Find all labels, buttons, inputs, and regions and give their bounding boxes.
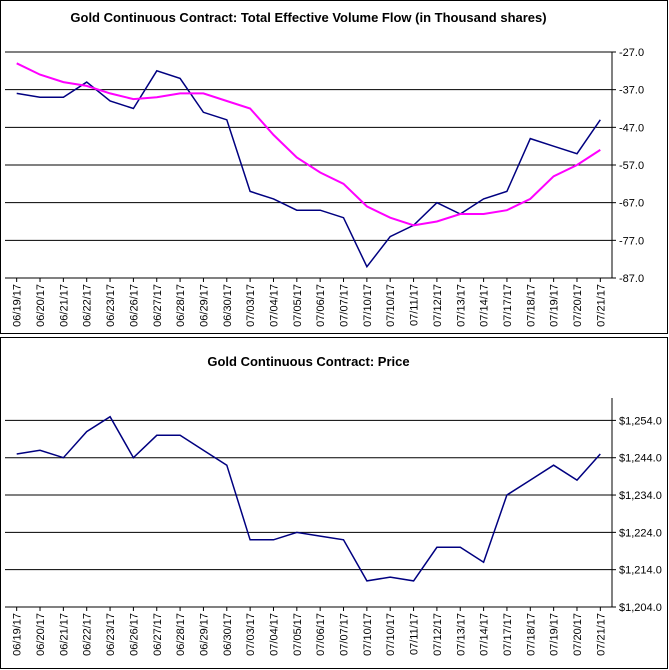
- y-tick-label: -67.0: [619, 198, 644, 210]
- x-tick-label: 07/14/17: [479, 284, 491, 327]
- x-tick-label: 07/18/17: [525, 284, 537, 327]
- x-tick-label: 06/26/17: [128, 284, 140, 327]
- bottom-panel: [0, 337, 668, 669]
- chart-title: Gold Continuous Contract: Price: [207, 354, 409, 369]
- x-tick-label: 06/23/17: [105, 284, 117, 327]
- x-tick-label: 07/11/17: [409, 284, 421, 326]
- x-tick-label: 06/20/17: [35, 284, 47, 327]
- x-tick-label: 06/21/17: [58, 284, 70, 327]
- x-tick-label: 07/07/17: [339, 613, 351, 656]
- x-tick-label: 07/06/17: [315, 613, 327, 656]
- x-tick-label: 07/19/17: [549, 284, 561, 327]
- x-tick-label: 06/30/17: [222, 613, 234, 656]
- x-tick-label: 07/04/17: [268, 613, 280, 656]
- x-tick-label: 06/19/17: [12, 284, 24, 327]
- x-tick-label: 07/07/17: [339, 284, 351, 327]
- x-tick-label: 07/20/17: [572, 284, 584, 327]
- x-tick-label: 06/23/17: [105, 613, 117, 656]
- x-tick-label: 07/13/17: [455, 613, 467, 656]
- x-tick-label: 07/17/17: [502, 284, 514, 327]
- x-tick-label: 07/10/17: [362, 284, 374, 327]
- x-tick-label: 07/03/17: [245, 284, 257, 327]
- y-tick-label: -77.0: [619, 235, 644, 247]
- series-line: [16, 415, 601, 582]
- x-tick-label: 06/20/17: [35, 613, 47, 656]
- x-tick-label: 07/11/17: [409, 613, 421, 655]
- x-tick-label: 06/28/17: [175, 284, 187, 327]
- x-tick-label: 06/29/17: [198, 613, 210, 656]
- y-tick-label: -47.0: [619, 122, 644, 134]
- y-tick-label: -87.0: [619, 273, 644, 285]
- y-tick-label: $1,234.0: [619, 490, 662, 502]
- x-tick-label: 07/14/17: [479, 613, 491, 656]
- chart-title: Gold Continuous Contract: Total Effectiv…: [70, 10, 546, 25]
- series-line: [16, 62, 601, 227]
- y-tick-label: $1,204.0: [619, 602, 662, 614]
- y-tick-label: $1,214.0: [619, 565, 662, 577]
- x-tick-label: 07/19/17: [549, 613, 561, 656]
- x-tick-label: 06/27/17: [152, 613, 164, 656]
- x-tick-label: 07/20/17: [572, 613, 584, 656]
- x-tick-label: 06/28/17: [175, 613, 187, 656]
- x-tick-label: 07/05/17: [292, 284, 304, 327]
- x-tick-label: 07/21/17: [595, 613, 607, 656]
- series-line: [16, 69, 601, 269]
- x-tick-label: 07/12/17: [432, 613, 444, 656]
- x-tick-label: 06/22/17: [82, 284, 94, 327]
- x-tick-label: 07/10/17: [385, 613, 397, 656]
- x-tick-label: 07/18/17: [525, 613, 537, 656]
- y-tick-label: -27.0: [619, 47, 644, 59]
- x-tick-label: 07/04/17: [268, 284, 280, 327]
- x-tick-label: 06/21/17: [58, 613, 70, 656]
- y-tick-label: $1,254.0: [619, 415, 662, 427]
- x-tick-label: 06/26/17: [128, 613, 140, 656]
- x-tick-label: 06/29/17: [198, 284, 210, 327]
- y-tick-label: -37.0: [619, 85, 644, 97]
- x-tick-label: 06/27/17: [152, 284, 164, 327]
- x-tick-label: 07/03/17: [245, 613, 257, 656]
- x-tick-label: 07/06/17: [315, 284, 327, 327]
- x-tick-label: 07/13/17: [455, 284, 467, 327]
- x-tick-label: 06/30/17: [222, 284, 234, 327]
- x-tick-label: 06/19/17: [12, 613, 24, 656]
- y-tick-label: $1,224.0: [619, 527, 662, 539]
- x-tick-label: 06/22/17: [82, 613, 94, 656]
- top-panel: [0, 0, 668, 334]
- x-tick-label: 07/10/17: [385, 284, 397, 327]
- x-tick-label: 07/05/17: [292, 613, 304, 656]
- x-tick-label: 07/17/17: [502, 613, 514, 656]
- y-tick-label: -57.0: [619, 160, 644, 172]
- x-tick-label: 07/10/17: [362, 613, 374, 656]
- x-tick-label: 07/21/17: [595, 284, 607, 327]
- x-tick-label: 07/12/17: [432, 284, 444, 327]
- y-tick-label: $1,244.0: [619, 453, 662, 465]
